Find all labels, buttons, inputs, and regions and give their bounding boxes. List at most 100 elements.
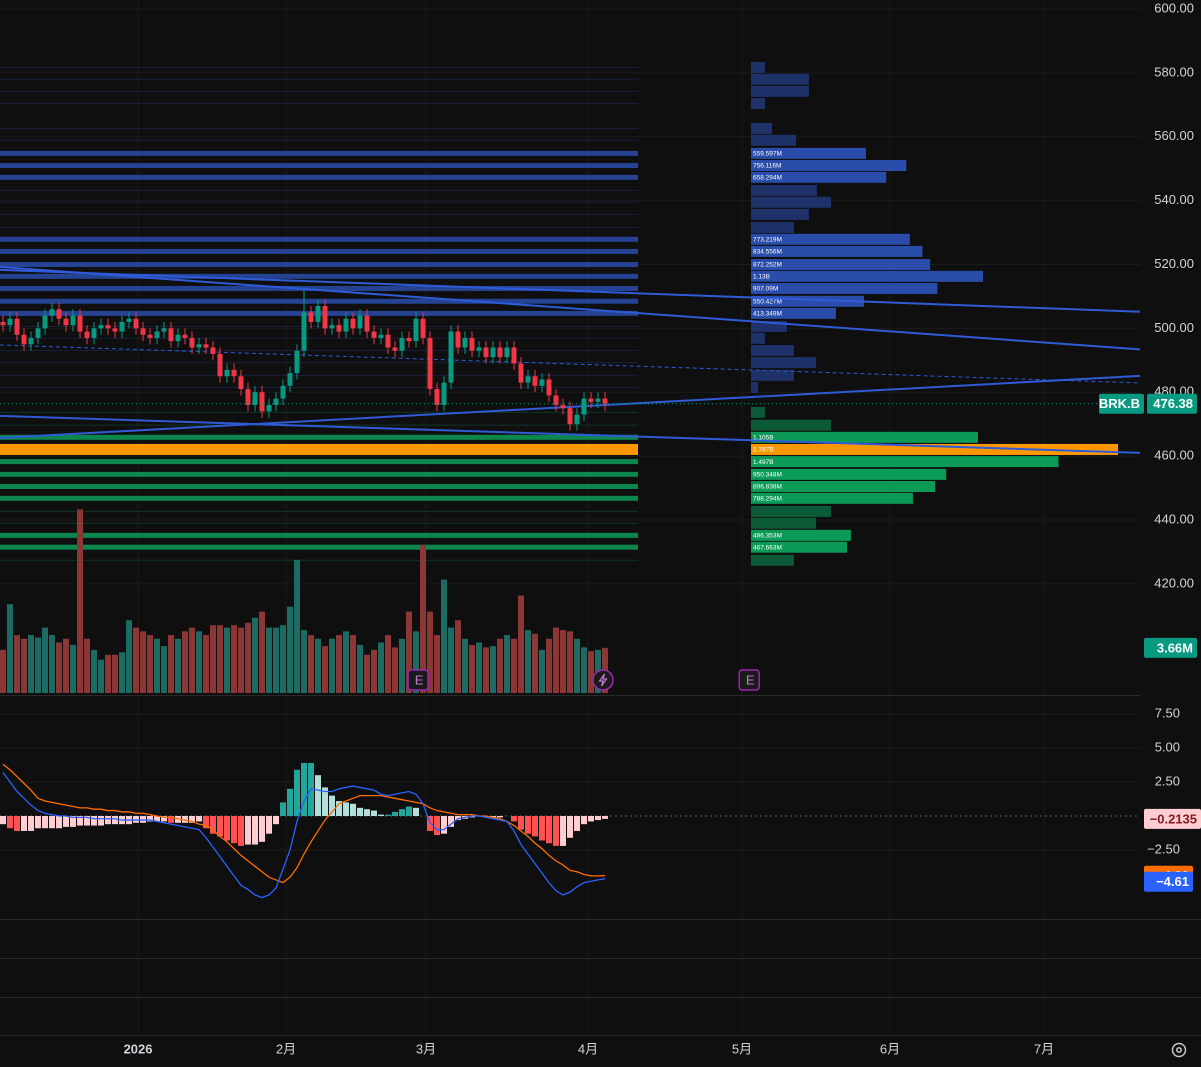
profile-value-label: 550.427M (753, 298, 782, 305)
settings-icon[interactable] (1171, 1042, 1187, 1058)
candle-body (462, 337, 468, 348)
macd-histogram-bar (112, 816, 119, 825)
volume-bar (567, 631, 573, 693)
volume-bar (385, 635, 392, 693)
macd-histogram-bar (539, 816, 546, 841)
macd-histogram-bar (525, 816, 532, 834)
volume-bar (119, 652, 126, 693)
profile-value-label: 950.348M (753, 472, 782, 479)
trendline (0, 268, 1141, 313)
profile-value-label: 1.13B (753, 274, 770, 281)
macd-histogram-bar (280, 802, 287, 816)
candle-body (105, 325, 111, 329)
earnings-event[interactable]: E (738, 669, 760, 691)
candle-body (245, 389, 251, 405)
candle-body (91, 328, 97, 338)
profile-value-label: 896.838M (753, 484, 782, 491)
candle-body (315, 305, 321, 322)
volume-bar (70, 644, 77, 693)
volume-bar (448, 627, 455, 693)
macd-histogram-bar (147, 816, 154, 822)
macd-histogram-bar (168, 816, 175, 823)
volume-bar (259, 611, 266, 693)
macd-histogram-bar (56, 816, 63, 829)
profile-extension (0, 434, 638, 440)
volume-bar (21, 638, 28, 693)
volume-bar (252, 617, 259, 693)
profile-bar (751, 134, 796, 146)
candle-body (35, 328, 41, 338)
volume-bar (434, 635, 441, 693)
macd-tick-label: 7.50 (1155, 705, 1180, 720)
macd-histogram-bar (287, 788, 294, 816)
volume-bar (77, 509, 84, 693)
macd-histogram-bar (553, 816, 560, 846)
volume-bar (112, 654, 119, 693)
candle-body (231, 369, 237, 377)
candle-body (126, 318, 132, 322)
volume-bar (518, 595, 525, 693)
candle-body (210, 347, 216, 354)
profile-value-label: 413.349M (753, 311, 782, 318)
candle-body (70, 315, 76, 326)
macd-histogram-bar (518, 816, 525, 830)
dividend-icon[interactable] (592, 669, 614, 691)
profile-extension (0, 484, 638, 490)
volume-bar (280, 625, 287, 693)
macd-histogram-bar (455, 816, 462, 821)
macd-histogram-bar (371, 810, 378, 816)
y-tick-label: 500.00 (1154, 320, 1194, 335)
volume-bar (399, 638, 406, 693)
macd-histogram-bar (224, 816, 231, 841)
profile-value-label: 773.219M (753, 237, 782, 244)
candle-body (98, 325, 104, 329)
volume-bar (441, 579, 448, 693)
profile-extension (0, 532, 638, 538)
volume-bar (455, 620, 462, 693)
volume-bar (469, 644, 476, 693)
label-layer: 2026 2月 3月 4月 5月 6月 7月420.00440.00460.00480.00… (124, 0, 1201, 1056)
volume-bar (336, 635, 343, 693)
candle-body (336, 325, 342, 332)
volume-last-label-box (1144, 637, 1197, 658)
volume-bar (182, 631, 189, 693)
volume-bar (315, 638, 322, 693)
volume-bar (7, 604, 14, 693)
y-tick-label: 560.00 (1154, 128, 1194, 143)
earnings-event[interactable]: E (407, 669, 429, 691)
candle-body (119, 321, 125, 332)
volume-bar (175, 638, 182, 693)
profile-extension (0, 236, 638, 242)
candle-body (301, 312, 307, 351)
candle-body (504, 347, 510, 358)
volume-bar (35, 637, 42, 693)
macd-histogram-bar (315, 775, 322, 816)
candle-body (280, 385, 286, 399)
profile-bar (751, 369, 794, 381)
macd-histogram-bar (217, 816, 224, 837)
profile-bar (751, 406, 765, 418)
y-tick-label: 540.00 (1154, 192, 1194, 207)
candle-body (364, 315, 370, 332)
profile-bar (751, 61, 765, 73)
last-price-label-box (1147, 393, 1197, 414)
profile-bar (751, 431, 978, 443)
profile-extension (0, 544, 638, 550)
x-tick-label: 5月 (732, 1041, 752, 1056)
icon-circle (592, 669, 614, 691)
y-tick-label: 440.00 (1154, 511, 1194, 526)
macd-histogram-bar (266, 816, 273, 834)
x-tick-label: 3月 (416, 1041, 436, 1056)
volume-bar (210, 625, 217, 693)
profile-extension (0, 495, 638, 501)
y-tick-label: 420.00 (1154, 575, 1194, 590)
macd-histogram-bar (357, 807, 364, 816)
macd-histogram-bar (580, 816, 587, 825)
volume-bar (168, 635, 175, 693)
macd-histogram-bar (42, 816, 49, 829)
event-label: E (746, 672, 755, 687)
volume-bar (28, 635, 35, 693)
candle-body (413, 318, 419, 342)
x-tick-label: 2026 (124, 1041, 153, 1056)
volume-bar (266, 627, 273, 693)
